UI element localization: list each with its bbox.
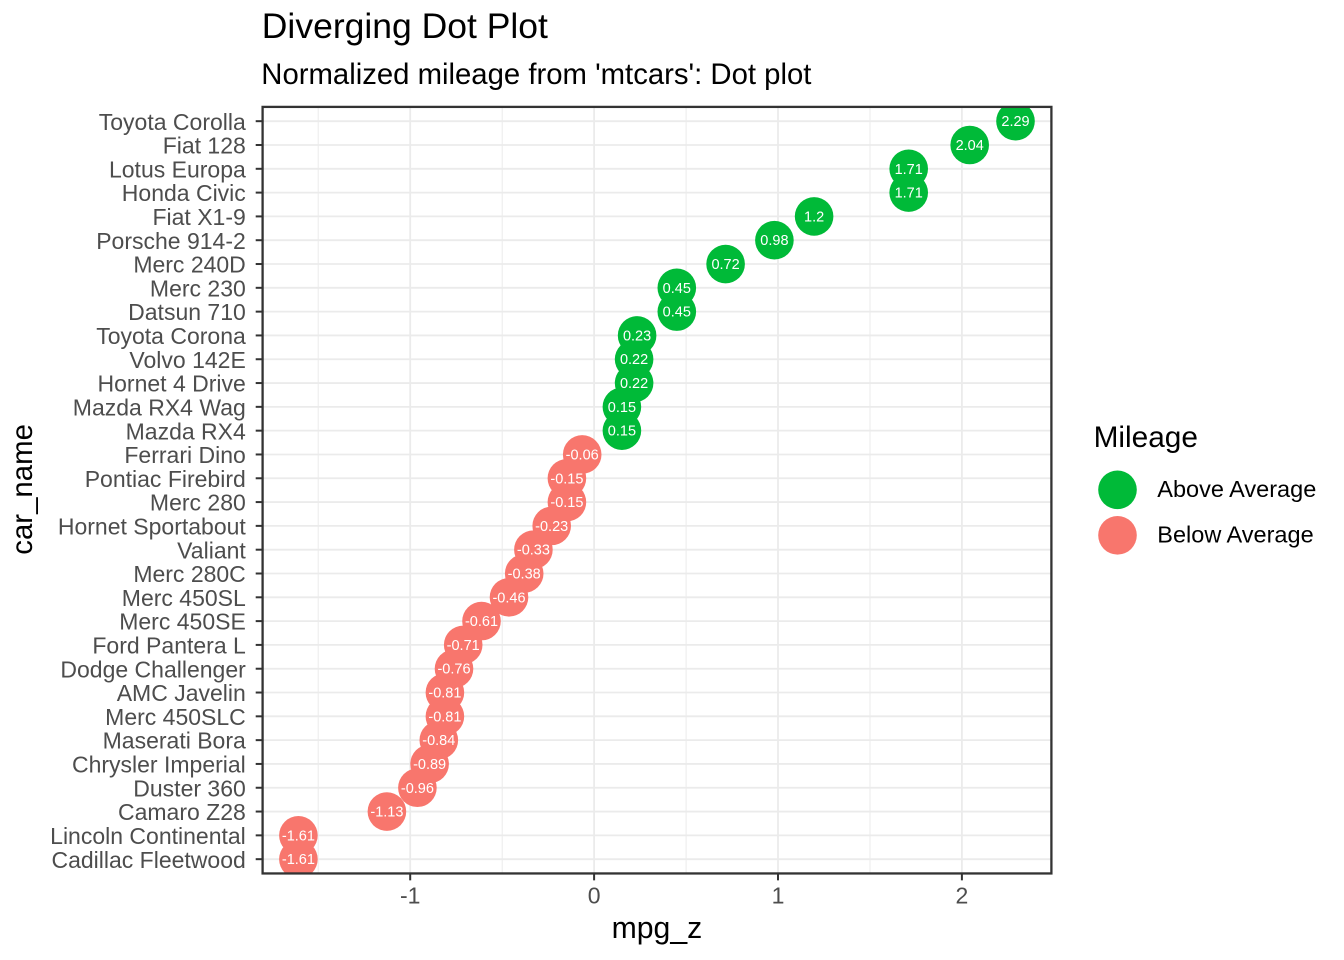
svg-text:Toyota Corolla: Toyota Corolla — [99, 109, 246, 135]
svg-text:Lincoln Continental: Lincoln Continental — [50, 823, 246, 849]
svg-text:Merc 450SLC: Merc 450SLC — [105, 704, 246, 730]
svg-text:-0.15: -0.15 — [550, 495, 583, 511]
svg-text:Hornet 4 Drive: Hornet 4 Drive — [98, 371, 246, 397]
svg-text:Toyota Corona: Toyota Corona — [96, 323, 246, 349]
svg-text:Dodge Challenger: Dodge Challenger — [60, 656, 246, 682]
svg-text:0.15: 0.15 — [608, 424, 636, 440]
svg-text:Datsun 710: Datsun 710 — [128, 299, 246, 325]
svg-text:-1.61: -1.61 — [282, 852, 315, 868]
svg-text:0.45: 0.45 — [663, 305, 691, 321]
svg-text:1.2: 1.2 — [804, 209, 824, 225]
svg-text:2.04: 2.04 — [956, 138, 984, 154]
svg-text:Mazda RX4 Wag: Mazda RX4 Wag — [73, 394, 246, 420]
svg-text:Duster 360: Duster 360 — [133, 775, 246, 801]
svg-text:Pontiac Firebird: Pontiac Firebird — [85, 466, 246, 492]
svg-text:Mileage: Mileage — [1094, 421, 1198, 454]
svg-text:Porsche 914-2: Porsche 914-2 — [96, 228, 246, 254]
svg-text:-0.06: -0.06 — [566, 447, 599, 463]
svg-text:-1: -1 — [400, 883, 420, 909]
svg-text:Camaro Z28: Camaro Z28 — [118, 799, 246, 825]
svg-text:Merc 280: Merc 280 — [150, 490, 246, 516]
svg-text:2.29: 2.29 — [1001, 114, 1029, 130]
svg-text:1: 1 — [772, 883, 785, 909]
svg-text:Merc 280C: Merc 280C — [133, 561, 245, 587]
svg-text:0.72: 0.72 — [711, 257, 739, 273]
svg-text:-0.89: -0.89 — [413, 757, 446, 773]
svg-text:Merc 450SL: Merc 450SL — [122, 585, 246, 611]
svg-text:0.15: 0.15 — [608, 400, 636, 416]
svg-text:-0.84: -0.84 — [422, 733, 455, 749]
svg-text:-0.71: -0.71 — [447, 638, 480, 654]
svg-text:Hornet Sportabout: Hornet Sportabout — [58, 513, 247, 539]
svg-text:Diverging Dot Plot: Diverging Dot Plot — [262, 6, 548, 46]
svg-text:-0.61: -0.61 — [465, 614, 498, 630]
svg-text:Merc 240D: Merc 240D — [133, 252, 245, 278]
svg-text:Above Average: Above Average — [1157, 476, 1316, 502]
svg-text:Ferrari Dino: Ferrari Dino — [124, 442, 245, 468]
svg-text:-0.46: -0.46 — [492, 590, 525, 606]
svg-text:-0.15: -0.15 — [550, 471, 583, 487]
svg-text:mpg_z: mpg_z — [612, 912, 703, 945]
svg-text:0.22: 0.22 — [620, 376, 648, 392]
svg-text:Merc 450SE: Merc 450SE — [119, 609, 246, 635]
svg-text:-1.13: -1.13 — [370, 805, 403, 821]
svg-text:-0.76: -0.76 — [437, 662, 470, 678]
svg-text:2: 2 — [956, 883, 969, 909]
svg-text:Maserati Bora: Maserati Bora — [103, 728, 246, 754]
svg-text:Ford Pantera L: Ford Pantera L — [92, 633, 246, 659]
svg-text:-0.23: -0.23 — [535, 519, 568, 535]
svg-text:Cadillac Fleetwood: Cadillac Fleetwood — [51, 847, 245, 873]
svg-text:1.71: 1.71 — [895, 186, 923, 202]
svg-text:Lotus Europa: Lotus Europa — [109, 156, 246, 182]
svg-text:Merc 230: Merc 230 — [150, 275, 246, 301]
svg-text:-0.33: -0.33 — [517, 543, 550, 559]
svg-text:Volvo 142E: Volvo 142E — [129, 347, 245, 373]
svg-text:-0.81: -0.81 — [428, 709, 461, 725]
svg-text:-1.61: -1.61 — [282, 828, 315, 844]
svg-text:Valiant: Valiant — [177, 537, 246, 563]
svg-text:Fiat 128: Fiat 128 — [163, 133, 246, 159]
svg-text:0.23: 0.23 — [623, 328, 651, 344]
svg-text:0.98: 0.98 — [760, 233, 788, 249]
svg-text:AMC Javelin: AMC Javelin — [117, 680, 246, 706]
svg-text:0: 0 — [588, 883, 601, 909]
svg-text:0.45: 0.45 — [663, 281, 691, 297]
svg-text:-0.38: -0.38 — [508, 567, 541, 583]
svg-text:car_name: car_name — [6, 424, 39, 555]
svg-text:-0.81: -0.81 — [428, 686, 461, 702]
svg-text:0.22: 0.22 — [620, 352, 648, 368]
svg-text:Below Average: Below Average — [1157, 522, 1313, 548]
svg-text:Normalized mileage from 'mtcar: Normalized mileage from 'mtcars': Dot pl… — [261, 58, 811, 91]
svg-text:Honda Civic: Honda Civic — [122, 180, 246, 206]
svg-text:-0.96: -0.96 — [401, 781, 434, 797]
svg-text:1.71: 1.71 — [895, 162, 923, 178]
svg-text:Mazda RX4: Mazda RX4 — [126, 418, 246, 444]
svg-text:Chrysler Imperial: Chrysler Imperial — [72, 752, 246, 778]
svg-text:Fiat X1-9: Fiat X1-9 — [152, 204, 245, 230]
